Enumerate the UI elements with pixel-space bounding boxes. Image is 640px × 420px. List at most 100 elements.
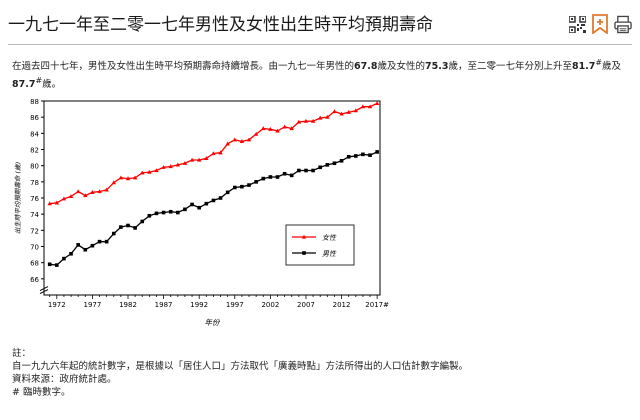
data-point — [189, 157, 195, 162]
chart-svg: 66 68 70 72 74 76 78 80 82 84 86 88 1972 1977 1982 1987… — [14, 98, 389, 327]
data-point — [318, 115, 323, 120]
data-point — [225, 141, 230, 146]
data-point — [83, 247, 88, 252]
data-point — [119, 225, 123, 229]
data-point — [183, 207, 187, 212]
data-point — [304, 168, 308, 173]
y-tick-label: 68 — [30, 260, 39, 268]
data-point — [54, 200, 60, 205]
y-tick-label: 86 — [30, 114, 39, 122]
x-tick-label: 2017# — [365, 301, 389, 309]
print-icon[interactable] — [614, 13, 632, 35]
qr-code-icon[interactable] — [568, 13, 586, 35]
provisional-mark: # — [35, 76, 43, 86]
page-title: 一九七一年至二零一七年男性及女性出生時平均預期壽命 — [8, 15, 433, 35]
legend-box — [285, 224, 355, 266]
data-point — [339, 159, 344, 163]
data-point — [254, 180, 258, 184]
x-tick-label: 2007 — [297, 301, 315, 309]
data-point — [147, 213, 152, 218]
data-point — [218, 150, 223, 155]
data-point — [204, 156, 209, 160]
intro-value: 75.3 — [424, 61, 449, 73]
x-tick-label: 1992 — [190, 301, 208, 309]
data-point — [374, 101, 380, 106]
data-point — [361, 152, 365, 157]
y-tick-label: 78 — [30, 179, 39, 187]
data-point — [246, 137, 252, 142]
data-point — [197, 205, 201, 210]
data-point — [132, 175, 138, 180]
intro-value: 67.8 — [354, 61, 378, 73]
x-axis-label: 年份 — [205, 318, 221, 327]
data-point — [367, 104, 373, 109]
data-point — [176, 210, 180, 215]
data-point — [75, 189, 81, 194]
data-point — [225, 190, 230, 195]
data-point — [325, 163, 330, 167]
notes-source: 資料來源：政府統計處。 — [12, 374, 117, 385]
legend-label: 男性 — [322, 250, 337, 258]
data-point — [133, 226, 137, 230]
data-point — [275, 175, 280, 179]
data-point — [211, 151, 216, 156]
y-tick-label: 88 — [30, 98, 39, 106]
data-point — [360, 104, 366, 109]
data-point — [318, 165, 323, 170]
data-point — [353, 108, 358, 113]
life-expectancy-chart: 66 68 70 72 74 76 78 80 82 84 86 88 1972 1977 1982 1987… — [12, 95, 392, 339]
data-point — [311, 168, 315, 173]
data-point — [69, 251, 73, 256]
data-point — [140, 170, 145, 175]
data-point — [268, 175, 273, 179]
x-tick-label: 1987 — [155, 301, 173, 309]
intro-text: 歲及 — [602, 61, 622, 73]
data-point — [118, 175, 124, 180]
x-tick-label: 1972 — [48, 301, 66, 309]
data-point — [332, 109, 337, 114]
x-tick-label: 1982 — [119, 301, 137, 309]
axis-break — [39, 286, 49, 294]
y-axis-label: 出生時平均預期壽命 (歲) — [14, 161, 22, 234]
title-divider — [8, 44, 632, 45]
notes-provisional: # 臨時數字。 — [12, 387, 71, 398]
data-point — [83, 193, 88, 198]
data-point — [168, 209, 173, 214]
intro-text: 歲及女性的 — [377, 61, 425, 73]
legend-marker — [301, 234, 307, 239]
data-point — [239, 139, 245, 144]
legend-marker — [302, 251, 306, 255]
data-point — [90, 190, 95, 194]
data-point — [182, 160, 188, 165]
toolbar-icons — [568, 13, 632, 35]
data-point — [375, 150, 379, 154]
data-point — [161, 164, 166, 169]
data-point — [104, 239, 109, 244]
data-point — [104, 187, 109, 192]
data-point — [261, 126, 266, 131]
data-point — [111, 231, 116, 236]
y-tick-label: 72 — [30, 227, 39, 235]
y-tick-label: 82 — [30, 147, 39, 155]
data-point — [90, 243, 95, 248]
data-point — [368, 153, 372, 157]
data-point — [282, 124, 287, 129]
data-point — [125, 176, 131, 181]
intro-text: 在過去四十七年，男性及女性出生時平均預期壽命持續增長。由一九七一年男性的 — [12, 61, 355, 73]
data-point — [204, 201, 209, 206]
provisional-mark: # — [595, 58, 603, 67]
data-point — [346, 110, 351, 114]
data-point — [282, 171, 287, 176]
bookmark-icon[interactable] — [591, 13, 609, 35]
x-tick-label: 1997 — [226, 301, 244, 309]
x-tick-label: 2002 — [261, 301, 279, 309]
plot-frame — [43, 100, 381, 296]
y-tick-label: 66 — [30, 276, 39, 284]
data-point — [296, 119, 302, 124]
data-point — [232, 185, 237, 190]
data-point — [325, 114, 330, 119]
data-point — [268, 126, 273, 131]
data-point — [154, 168, 159, 173]
data-point — [161, 210, 166, 215]
data-point — [253, 131, 259, 136]
